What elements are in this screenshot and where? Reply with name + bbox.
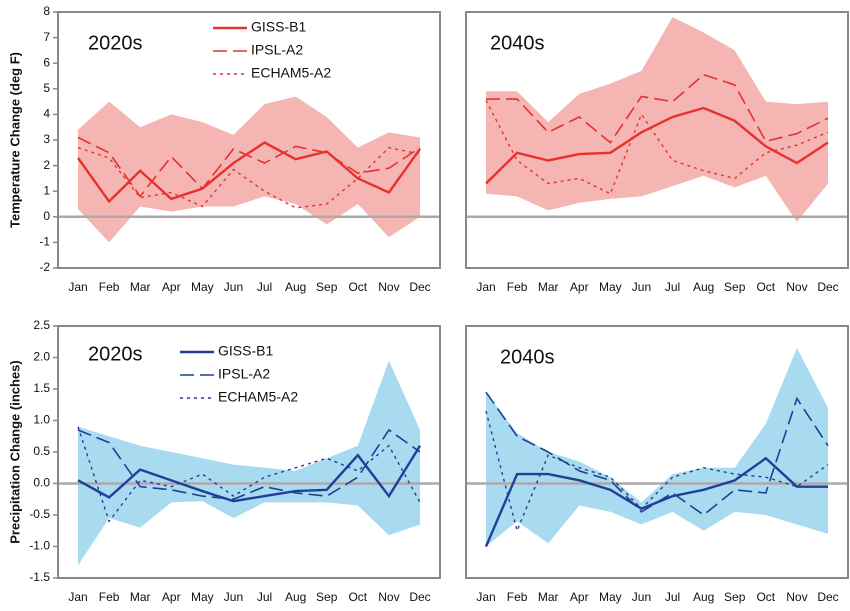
x-tick-label: Mar: [538, 280, 559, 294]
y-tick-label: -1: [39, 235, 50, 249]
y-tick-label: 6: [43, 55, 50, 69]
x-tick-label: Dec: [817, 590, 838, 604]
series-line: [485, 410, 829, 533]
x-tick-label: Mar: [130, 590, 151, 604]
x-tick-label: Jan: [476, 590, 495, 604]
series-line: [77, 426, 421, 523]
x-tick-label: Mar: [538, 590, 559, 604]
y-tick-label: -1.0: [29, 539, 50, 553]
series-line: [485, 99, 829, 195]
series-line: [486, 73, 829, 144]
y-tick-label: -1.5: [29, 570, 50, 584]
x-tick-label: Sep: [724, 590, 746, 604]
x-tick-label: Aug: [693, 280, 714, 294]
x-tick-label: May: [599, 280, 622, 294]
x-tick-label: Feb: [507, 280, 528, 294]
x-tick-label: Feb: [99, 280, 120, 294]
x-tick-label: Feb: [99, 590, 120, 604]
y-tick-label: 2.0: [33, 350, 50, 364]
x-tick-label: Mar: [130, 280, 151, 294]
x-tick-label: Jun: [224, 590, 243, 604]
y-tick-label: 1.0: [33, 413, 50, 427]
range-band: [486, 17, 828, 222]
x-tick-label: Oct: [348, 280, 367, 294]
x-tick-label: Aug: [285, 590, 306, 604]
x-tick-label: Nov: [786, 280, 807, 294]
panel-title: 2040s: [500, 346, 555, 368]
y-tick-label: 0: [43, 209, 50, 223]
series-line: [77, 428, 421, 501]
x-tick-label: Nov: [378, 280, 399, 294]
x-tick-label: Nov: [378, 590, 399, 604]
legend-label: IPSL-A2: [218, 366, 270, 382]
x-tick-label: Apr: [162, 590, 181, 604]
legend-label: IPSL-A2: [251, 42, 303, 58]
legend-label: ECHAM5-A2: [218, 389, 298, 405]
x-tick-label: Dec: [409, 590, 430, 604]
x-tick-label: Jan: [476, 280, 495, 294]
y-tick-label: -2: [39, 260, 50, 274]
series-line: [77, 136, 421, 198]
x-tick-label: Apr: [570, 280, 589, 294]
x-tick-label: Dec: [817, 280, 838, 294]
panel-title: 2040s: [490, 32, 545, 54]
x-tick-label: Jun: [632, 590, 651, 604]
x-tick-label: Apr: [570, 590, 589, 604]
x-tick-label: Oct: [756, 280, 775, 294]
x-tick-label: Jul: [257, 590, 272, 604]
legend-label: ECHAM5-A2: [251, 65, 331, 81]
series-line: [485, 106, 829, 185]
y-tick-label: 2: [43, 158, 50, 172]
x-tick-label: Oct: [348, 590, 367, 604]
legend-label: GISS-B1: [218, 343, 273, 359]
plot-frame: [465, 11, 849, 269]
y-tick-label: 5: [43, 81, 50, 95]
x-tick-label: Oct: [756, 590, 775, 604]
x-tick-label: Sep: [316, 590, 338, 604]
panel-title: 2020s: [88, 343, 143, 365]
x-tick-label: Jun: [632, 280, 651, 294]
x-tick-label: Jul: [257, 280, 272, 294]
x-tick-label: Jul: [665, 590, 680, 604]
x-tick-label: Sep: [724, 280, 746, 294]
y-tick-label: 7: [43, 30, 50, 44]
y-tick-label: 2.5: [33, 318, 50, 332]
y-tick-label: 8: [43, 4, 50, 18]
y-tick-label: 1.5: [33, 381, 50, 395]
x-tick-label: Sep: [316, 280, 338, 294]
x-tick-label: Jan: [68, 590, 87, 604]
legend-label: GISS-B1: [251, 19, 306, 35]
x-tick-label: May: [191, 590, 214, 604]
panel-title: 2020s: [88, 32, 143, 54]
y-tick-label: 3: [43, 132, 50, 146]
x-tick-label: May: [191, 280, 214, 294]
y-axis-label: Precipitation Change (inches): [7, 360, 22, 543]
range-band: [78, 96, 420, 243]
y-tick-label: 4: [43, 107, 50, 121]
series-line: [77, 445, 422, 503]
y-tick-label: 0.0: [33, 476, 50, 490]
x-tick-label: Aug: [285, 280, 306, 294]
x-tick-label: Jan: [68, 280, 87, 294]
x-tick-label: Dec: [409, 280, 430, 294]
x-tick-label: Jul: [665, 280, 680, 294]
series-line: [485, 391, 829, 517]
y-tick-label: -0.5: [29, 507, 50, 521]
series-line: [77, 141, 421, 204]
x-tick-label: May: [599, 590, 622, 604]
x-tick-label: Aug: [693, 590, 714, 604]
y-tick-label: 1: [43, 183, 50, 197]
x-tick-label: Jun: [224, 280, 243, 294]
range-band: [486, 348, 828, 547]
x-tick-label: Apr: [162, 280, 181, 294]
y-tick-label: 0.5: [33, 444, 50, 458]
x-tick-label: Feb: [507, 590, 528, 604]
plot-frame: [465, 325, 849, 579]
x-tick-label: Nov: [786, 590, 807, 604]
y-axis-label: Temperature Change (deg F): [7, 52, 22, 228]
